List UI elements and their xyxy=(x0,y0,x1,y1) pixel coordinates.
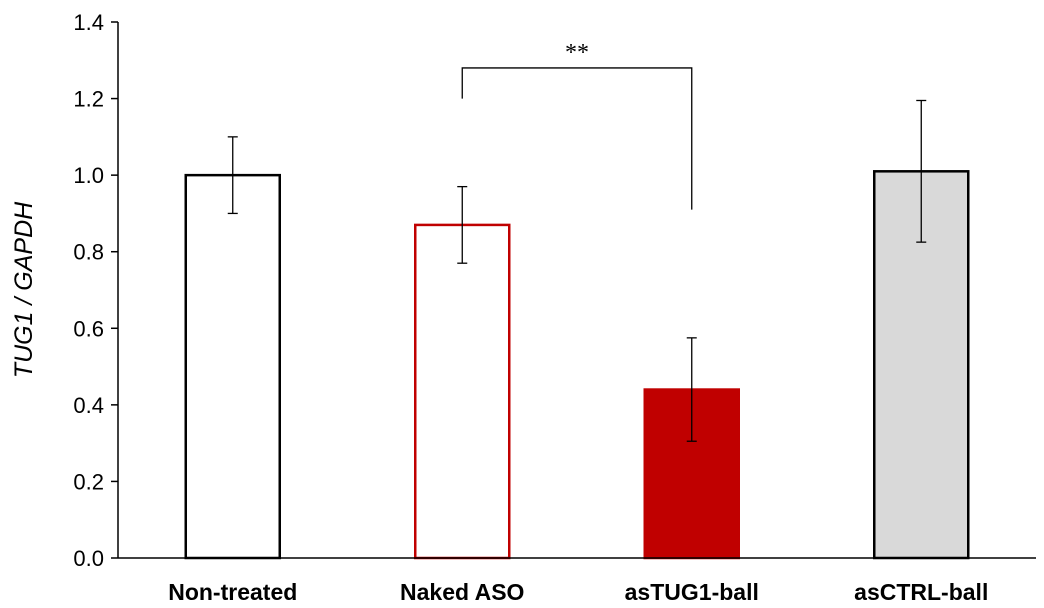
significance-bracket xyxy=(461,67,693,210)
bar-1 xyxy=(184,173,281,560)
y-axis: 0.0 0.2 0.4 0.6 0.8 1.0 1.2 1.4 xyxy=(73,10,119,571)
bars xyxy=(184,170,970,560)
x-category-label: asCTRL-ball xyxy=(854,579,988,605)
x-category-label: Non-treated xyxy=(168,579,297,605)
y-tick-label: 1.2 xyxy=(73,87,104,112)
y-tick-label: 1.4 xyxy=(73,10,104,35)
annotations: ** xyxy=(461,40,693,210)
y-tick-label: 0.0 xyxy=(73,546,104,571)
significance-label: ** xyxy=(565,40,589,66)
x-category-label: asTUG1-ball xyxy=(625,579,759,605)
x-category-label: Naked ASO xyxy=(400,579,524,605)
y-tick-label: 1.0 xyxy=(73,163,104,188)
error-bars xyxy=(227,99,927,442)
y-axis-title: TUG1 / GAPDH xyxy=(10,201,38,378)
y-tick-label: 0.6 xyxy=(73,316,104,341)
bar-2 xyxy=(414,223,511,560)
y-tick-label: 0.2 xyxy=(73,469,104,494)
y-tick-label: 0.4 xyxy=(73,393,104,418)
x-axis: Non-treated Naked ASO asTUG1-ball asCTRL-ba… xyxy=(118,557,1036,605)
y-tick-label: 0.8 xyxy=(73,240,104,265)
